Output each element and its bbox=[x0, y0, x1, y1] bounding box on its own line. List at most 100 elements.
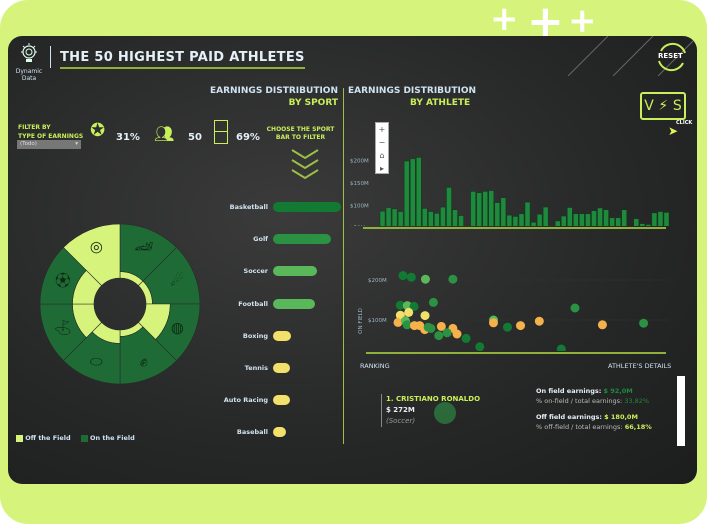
athlete-point[interactable] bbox=[420, 274, 430, 284]
sport-bar-basketball[interactable] bbox=[273, 202, 341, 212]
athlete-point[interactable] bbox=[502, 322, 512, 332]
athlete-bar[interactable] bbox=[470, 191, 476, 226]
athlete-bar[interactable] bbox=[585, 213, 591, 226]
athlete-point[interactable] bbox=[402, 320, 412, 330]
athlete-bar[interactable] bbox=[434, 213, 440, 226]
zoom-in-button[interactable]: + bbox=[378, 125, 386, 134]
athlete-bar[interactable] bbox=[663, 212, 670, 226]
athlete-bar[interactable] bbox=[458, 215, 464, 226]
athlete-bar[interactable] bbox=[494, 202, 501, 226]
athlete-bar[interactable] bbox=[440, 206, 446, 226]
athlete-bar[interactable] bbox=[573, 213, 579, 226]
athlete-point[interactable] bbox=[475, 342, 485, 351]
donut-off-field-segment[interactable] bbox=[63, 223, 121, 287]
athlete-bar[interactable] bbox=[651, 212, 658, 226]
sport-bar-golf[interactable] bbox=[273, 234, 332, 245]
athlete-point[interactable] bbox=[442, 328, 452, 338]
athlete-bar[interactable] bbox=[609, 217, 615, 226]
earnings-donut-chart[interactable]: 🏎︎ ☄︎ ◍ ✊︎ ⬭ ⛳︎ ⚽︎ ◎ bbox=[38, 222, 203, 387]
athlete-point[interactable] bbox=[488, 318, 498, 328]
athlete-bar[interactable] bbox=[657, 211, 664, 226]
sport-bar-soccer[interactable] bbox=[273, 266, 317, 277]
earnings-type-dropdown[interactable]: (Todo) ▾ bbox=[17, 140, 81, 149]
athlete-point[interactable] bbox=[516, 321, 526, 331]
athlete-bar[interactable] bbox=[518, 213, 525, 226]
sport-bar-tennis[interactable] bbox=[273, 363, 290, 373]
athlete-point[interactable] bbox=[398, 271, 408, 281]
athlete-bar[interactable] bbox=[561, 215, 567, 226]
vs-button[interactable]: V ⚡ S bbox=[640, 92, 686, 120]
athlete-bar[interactable] bbox=[530, 222, 537, 226]
plus-decoration: + bbox=[568, 1, 597, 41]
athlete-point[interactable] bbox=[409, 301, 419, 311]
athlete-point[interactable] bbox=[428, 297, 438, 307]
athlete-bar[interactable] bbox=[391, 208, 398, 226]
athlete-point[interactable] bbox=[406, 272, 416, 282]
pan-button[interactable]: ▸ bbox=[379, 164, 384, 173]
athlete-bar[interactable] bbox=[385, 207, 392, 226]
athlete-bar[interactable] bbox=[621, 209, 627, 226]
home-button[interactable]: ⌂ bbox=[379, 151, 385, 160]
athlete-point[interactable] bbox=[404, 307, 414, 317]
athlete-details: On field earnings: $ 92,0M % on-field / … bbox=[536, 386, 652, 432]
click-label[interactable]: CLICK bbox=[676, 120, 693, 126]
sport-bar-football[interactable] bbox=[273, 298, 316, 309]
athlete-point[interactable] bbox=[402, 301, 412, 311]
athlete-bar[interactable] bbox=[476, 192, 482, 226]
details-scrollbar[interactable] bbox=[677, 376, 685, 446]
athlete-bar[interactable] bbox=[409, 158, 416, 226]
athlete-bar[interactable] bbox=[482, 191, 488, 226]
athlete-bar[interactable] bbox=[579, 213, 585, 226]
reset-button[interactable]: RESET bbox=[653, 41, 691, 73]
athlete-bar[interactable] bbox=[397, 211, 404, 226]
sport-bar-auto-racing[interactable] bbox=[273, 395, 290, 406]
athlete-point[interactable] bbox=[452, 329, 462, 339]
athlete-bar-chart[interactable]: $200M$150M$100M$50M$0M bbox=[348, 116, 678, 226]
athlete-point[interactable] bbox=[434, 331, 444, 341]
athlete-bar[interactable] bbox=[403, 160, 410, 226]
athlete-point[interactable] bbox=[395, 300, 405, 310]
athlete-earnings: $ 272M bbox=[386, 406, 415, 414]
ranking-title: RANKING bbox=[360, 362, 390, 370]
athlete-point[interactable] bbox=[556, 344, 566, 352]
athlete-point[interactable] bbox=[639, 318, 649, 328]
sport-bar-baseball[interactable] bbox=[273, 427, 286, 438]
on-off-field-scatter[interactable]: $200M$100M$0M$0M$20M$40M$60M$80M$100M$12… bbox=[348, 231, 678, 351]
athlete-point[interactable] bbox=[570, 303, 580, 313]
athlete-bar[interactable] bbox=[446, 187, 452, 226]
ranking-card[interactable]: 1. CRISTIANO RONALDO $ 272M (Soccer) bbox=[381, 394, 480, 427]
athlete-point[interactable] bbox=[448, 274, 458, 284]
athlete-bar[interactable] bbox=[603, 209, 609, 226]
athlete-bar[interactable] bbox=[554, 220, 561, 226]
athlete-bar[interactable] bbox=[512, 216, 519, 226]
athlete-point[interactable] bbox=[461, 333, 471, 343]
y-tick-label: $150M bbox=[350, 181, 369, 187]
athlete-bar[interactable] bbox=[524, 201, 531, 226]
athlete-bar[interactable] bbox=[645, 224, 652, 226]
athlete-bar[interactable] bbox=[536, 213, 543, 226]
athlete-point[interactable] bbox=[426, 323, 436, 333]
athlete-bar[interactable] bbox=[506, 214, 513, 226]
athlete-bar[interactable] bbox=[452, 209, 458, 226]
athlete-point[interactable] bbox=[597, 320, 607, 330]
athlete-point[interactable] bbox=[436, 321, 446, 331]
zoom-out-button[interactable]: − bbox=[378, 138, 386, 147]
athlete-bar[interactable] bbox=[379, 210, 386, 226]
athlete-point[interactable] bbox=[534, 316, 544, 326]
athlete-bar[interactable] bbox=[567, 207, 573, 226]
athlete-bar[interactable] bbox=[633, 218, 640, 226]
athlete-bar[interactable] bbox=[488, 190, 495, 226]
athlete-bar[interactable] bbox=[597, 207, 603, 226]
athlete-bar[interactable] bbox=[500, 197, 507, 226]
athlete-point[interactable] bbox=[393, 317, 403, 327]
athlete-bar[interactable] bbox=[422, 208, 428, 226]
athlete-bar[interactable] bbox=[428, 211, 434, 226]
athlete-bar[interactable] bbox=[591, 210, 597, 226]
sport-bar-boxing[interactable] bbox=[273, 330, 292, 341]
athlete-bar[interactable] bbox=[639, 223, 646, 226]
cursor-icon: ➤ bbox=[668, 124, 679, 138]
athlete-bar[interactable] bbox=[416, 157, 422, 226]
athlete-bar[interactable] bbox=[615, 217, 621, 226]
athlete-point[interactable] bbox=[420, 311, 430, 321]
athlete-bar[interactable] bbox=[542, 206, 549, 226]
